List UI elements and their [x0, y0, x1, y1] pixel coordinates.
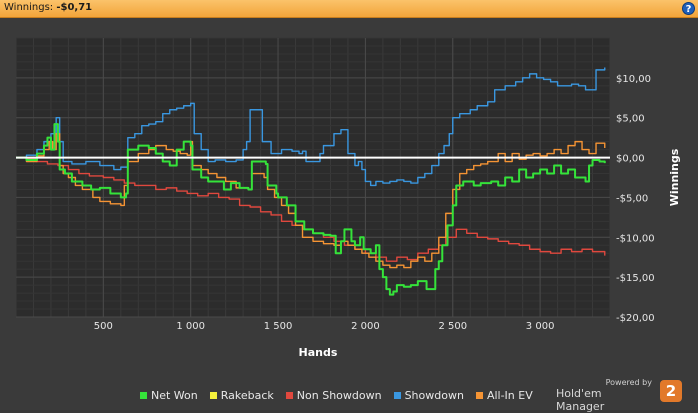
x-tick-label: 1 000 [176, 321, 205, 332]
legend-swatch [285, 391, 293, 399]
y-tick-label: -$20,00 [616, 313, 655, 324]
winnings-label: Winnings: [4, 2, 54, 13]
help-question-icon[interactable]: ? [682, 2, 695, 15]
legend-label: Non Showdown [296, 388, 382, 402]
legend-item-showdown[interactable]: Showdown [393, 388, 464, 402]
series-line-showdown [16, 67, 606, 187]
series-line-all-in-ev [16, 132, 606, 269]
x-tick-label: 2 500 [438, 321, 467, 332]
y-tick-label: -$5,00 [616, 193, 648, 204]
chart-legend: Net Won Rakeback Non Showdown Showdown All-I… [140, 387, 545, 403]
legend-label: Showdown [404, 388, 464, 402]
winnings-summary: Winnings: -$0,71 [4, 2, 92, 13]
x-tick-label: 3 000 [526, 321, 555, 332]
y-tick-label: $0,00 [616, 154, 645, 165]
holdem-manager-logo-icon: 2 [660, 380, 682, 402]
winnings-value: -$0,71 [56, 2, 93, 13]
legend-label: All-In EV [486, 388, 533, 402]
y-tick-label: -$10,00 [616, 233, 655, 244]
series-line-net-won [16, 123, 606, 296]
legend-item-net-won[interactable]: Net Won [140, 389, 198, 402]
winnings-chart: 500 1 000 1 500 2 000 2 500 3 000 $10,00 $5,00 $… [15, 37, 681, 359]
y-tick-label: $10,00 [616, 74, 651, 85]
title-bar: Winnings: -$0,71 ? [0, 0, 698, 18]
legend-item-non-showdown[interactable]: Non Showdown [285, 388, 382, 402]
legend-swatch [393, 391, 401, 399]
powered-by-text: Powered by [605, 378, 652, 387]
y-tick-label: $5,00 [616, 114, 645, 125]
y-axis-label: Winnings [668, 148, 681, 206]
legend-label: Rakeback [220, 388, 274, 402]
y-tick-label: -$15,00 [616, 273, 655, 284]
legend-swatch [209, 391, 217, 399]
x-tick-label: 1 500 [264, 321, 293, 332]
legend-item-rakeback[interactable]: Rakeback [209, 388, 274, 402]
brand-block: Powered by Hold'em Manager 2 [556, 378, 686, 413]
legend-swatch [475, 391, 483, 399]
legend-label: Net Won [151, 388, 198, 402]
brand-name: Hold'em Manager [556, 387, 605, 413]
x-axis-label: Hands [299, 346, 338, 359]
legend-item-all-in-ev[interactable]: All-In EV [475, 388, 533, 402]
x-tick-label: 2 000 [351, 321, 380, 332]
legend-swatch [140, 391, 147, 399]
x-tick-label: 500 [94, 321, 113, 332]
